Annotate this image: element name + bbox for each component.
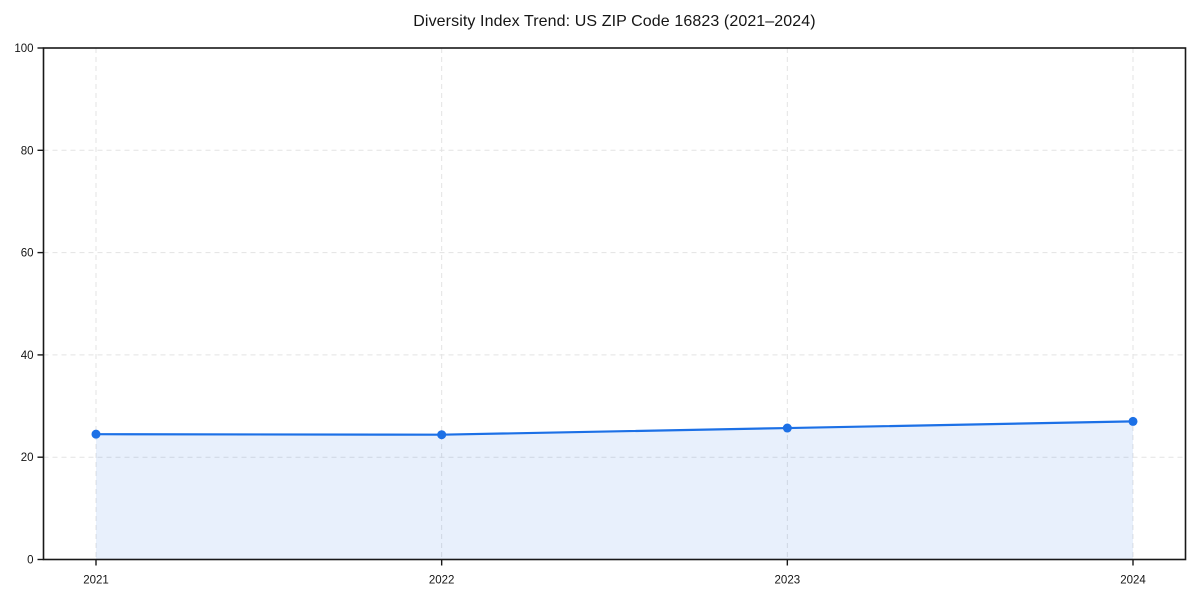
trend-line (94, 420, 1135, 436)
y-tick-label: 0 (27, 555, 33, 567)
y-tick-label: 40 (21, 350, 34, 362)
data-point-marker (1128, 416, 1138, 426)
data-point-marker (782, 423, 792, 433)
area-fill (96, 421, 1133, 560)
y-tick-label: 100 (14, 43, 33, 55)
x-tick-label: 2023 (775, 575, 801, 587)
y-tick-label: 80 (21, 145, 34, 157)
chart-title: Diversity Index Trend: US ZIP Code 16823… (413, 13, 816, 30)
x-tick-label: 2022 (429, 575, 455, 587)
y-tick-label: 60 (21, 248, 34, 260)
data-point-marker (91, 429, 101, 439)
x-tick-label: 2024 (1120, 575, 1146, 587)
x-tick-label: 2021 (83, 575, 109, 587)
plot-frame (42, 47, 1187, 561)
y-tick-label: 20 (21, 452, 34, 464)
data-point-marker (437, 430, 447, 440)
